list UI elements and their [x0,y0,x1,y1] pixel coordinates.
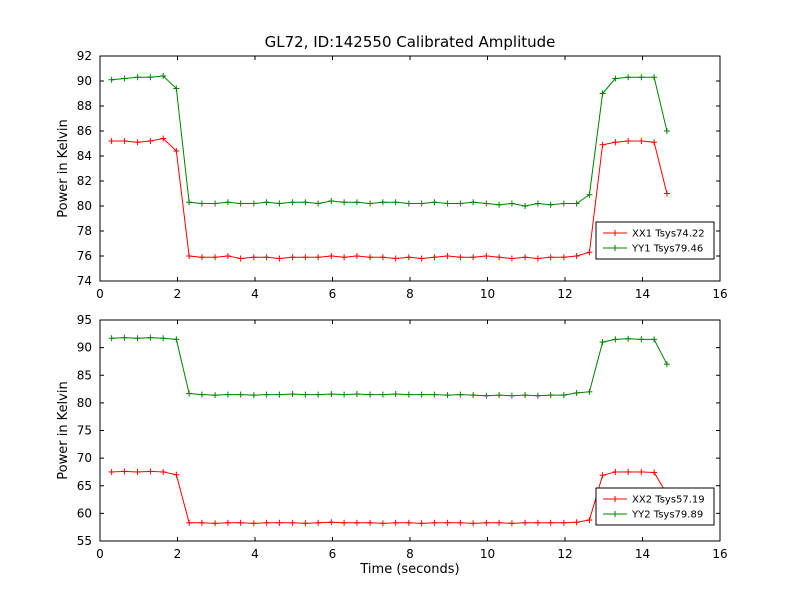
x-tick-label: 12 [557,547,572,561]
y-tick-label: 60 [77,506,92,520]
series-markers [108,73,670,209]
x-tick-label: 10 [480,547,495,561]
legend-label: YY2 Tsys79.89 [631,510,703,521]
y-axis-label-bottom: Power in Kelvin [56,381,71,479]
y-tick-label: 78 [77,224,92,238]
top-subplot: 0 2 4 6 8 10 12 14 16 74 76 78 80 82 84 86 88 90 92 XX1 Tsy… [77,49,728,301]
legend-key [603,230,627,236]
series-line [111,470,668,524]
y-tick-label: 65 [77,479,92,493]
y-tick-label: 90 [77,74,92,88]
y-tick-label: 70 [77,451,92,465]
y-tick-label: 80 [77,396,92,410]
x-tick-label: 12 [557,287,572,301]
y-tick-label: 92 [77,49,92,63]
legend-key [603,511,627,517]
series-markers [108,135,670,262]
legend-key [603,496,627,502]
legend: XX1 Tsys74.22 YY1 Tsys79.46 [595,221,715,260]
y-tick-label: 84 [77,149,92,163]
x-tick-label: 0 [96,547,104,561]
y-tick-label: 76 [77,249,92,263]
y-tick-label: 80 [77,199,92,213]
legend-key [603,245,627,251]
legend-label: YY1 Tsys79.46 [631,244,703,255]
y-tick-label: 90 [77,341,92,355]
x-tick-label: 10 [480,287,495,301]
series-YY1 [108,73,670,209]
legend: XX2 Tsys57.19 YY2 Tsys79.89 [595,487,715,526]
y-axis-label-top: Power in Kelvin [56,119,71,217]
series-XX2 [108,468,670,527]
x-tick-label: 14 [635,547,650,561]
x-axis-label: Time (seconds) [359,562,459,577]
series-markers [108,468,670,527]
x-tick-label: 8 [406,287,414,301]
series-line [111,75,668,207]
y-tick-label: 88 [77,99,92,113]
chart-title: GL72, ID:142550 Calibrated Amplitude [265,33,556,51]
ticks [99,319,721,542]
x-tick-label: 14 [635,287,650,301]
x-tick-label: 4 [251,547,259,561]
series-YY2 [108,334,670,399]
x-tick-label: 2 [174,287,182,301]
series-XX1 [108,135,670,262]
x-tick-label: 16 [712,547,727,561]
legend-label: XX1 Tsys74.22 [632,229,705,240]
x-tick-label: 16 [712,287,727,301]
y-tick-label: 55 [77,534,92,548]
x-tick-label: 2 [174,547,182,561]
legend-box [595,221,715,260]
y-tick-label: 86 [77,124,92,138]
series-markers [108,334,670,399]
x-tick-label: 6 [329,547,337,561]
y-tick-label: 75 [77,424,92,438]
y-tick-label: 82 [77,174,92,188]
y-tick-label: 85 [77,368,92,382]
y-tick-label: 74 [77,274,92,288]
x-tick-label: 4 [251,287,259,301]
legend-label: XX2 Tsys57.19 [632,495,705,506]
legend-box [595,487,715,526]
x-tick-label: 6 [329,287,337,301]
bottom-subplot: 0 2 4 6 8 10 12 14 16 55 60 65 70 75 80 85 90 95 XX2 Tsys5… [77,313,728,561]
y-tick-label: 95 [77,313,92,327]
series-line [111,337,668,397]
ticks [99,55,721,282]
x-tick-label: 8 [406,547,414,561]
x-tick-label: 0 [96,287,104,301]
